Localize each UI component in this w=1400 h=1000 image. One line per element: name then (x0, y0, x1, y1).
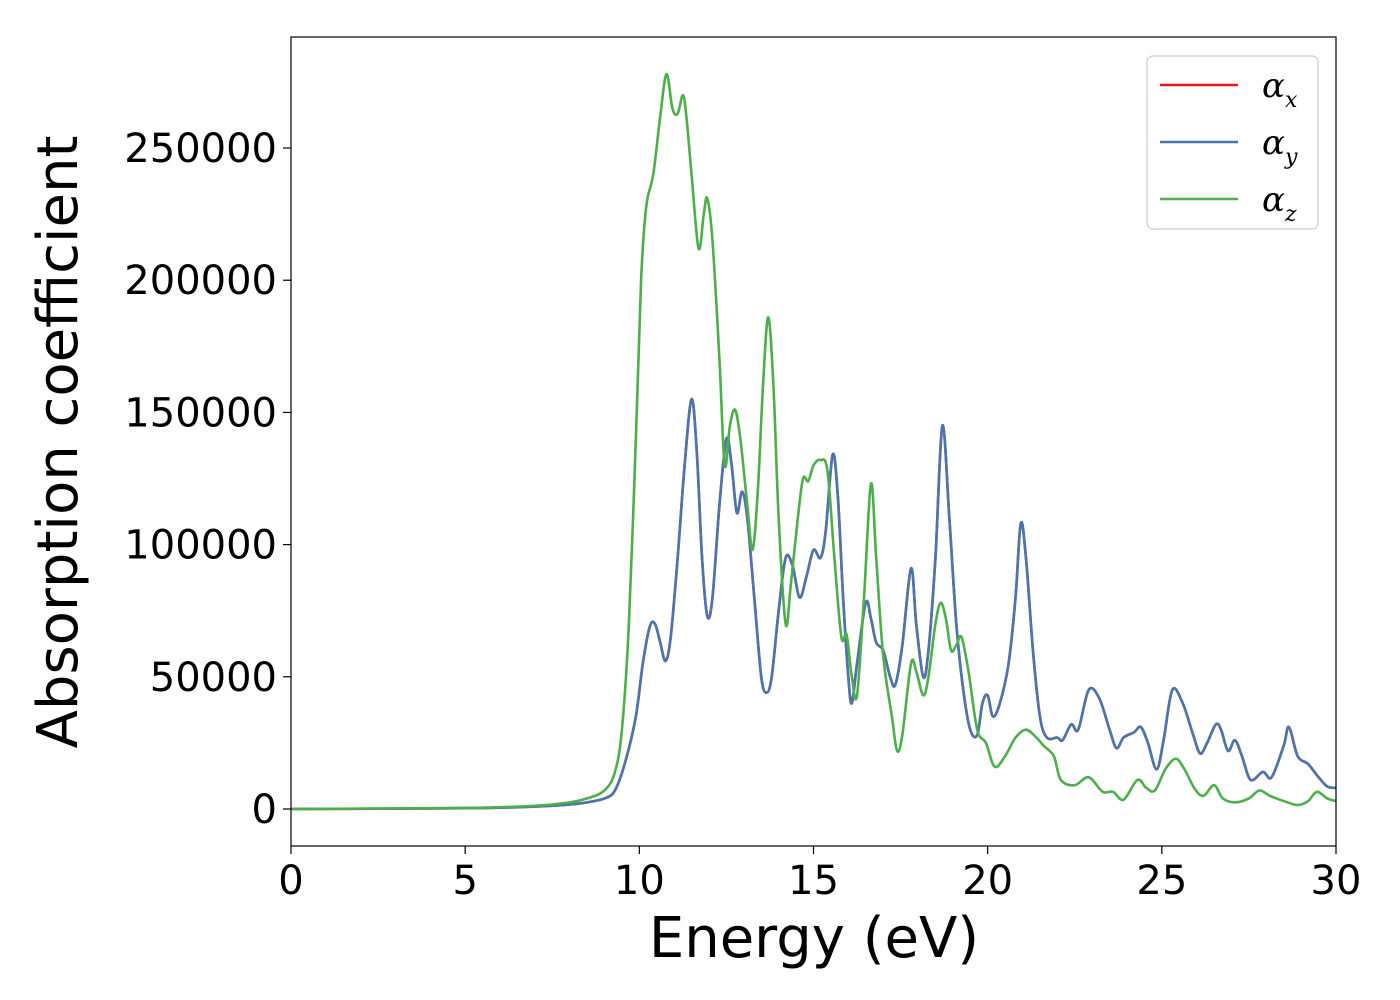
x-tick-label: 0 (278, 858, 303, 904)
series-line-z (291, 72, 1336, 811)
x-axis-label: Energy (eV) (649, 906, 979, 971)
y-tick-label: 250000 (124, 126, 277, 172)
x-tick-label: 20 (962, 858, 1013, 904)
x-tick-label: 30 (1311, 858, 1362, 904)
y-tick-label: 50000 (150, 655, 277, 701)
x-tick-label: 25 (1136, 858, 1187, 904)
y-tick-label: 100000 (124, 523, 277, 569)
legend-label-y: αy (1262, 123, 1298, 170)
y-tick-label: 0 (252, 787, 277, 833)
y-tick-label: 200000 (124, 258, 277, 304)
series-line-x (291, 397, 1336, 811)
x-tick-label: 15 (788, 858, 839, 904)
legend-label-z: αz (1262, 180, 1297, 227)
legend-label-x: αx (1262, 66, 1298, 113)
x-tick-label: 10 (614, 858, 665, 904)
y-tick-label: 150000 (124, 390, 277, 436)
y-axis-label: Absorption coefficient (26, 136, 91, 749)
ticks: 0 5 10 15 20 25 30 0 50000 100000 150000 200000 2500… (124, 126, 1361, 904)
series-line-y (291, 397, 1336, 811)
plot-area (291, 72, 1336, 811)
legend: αx αy αz (1146, 55, 1319, 230)
x-tick-label: 5 (452, 858, 477, 904)
